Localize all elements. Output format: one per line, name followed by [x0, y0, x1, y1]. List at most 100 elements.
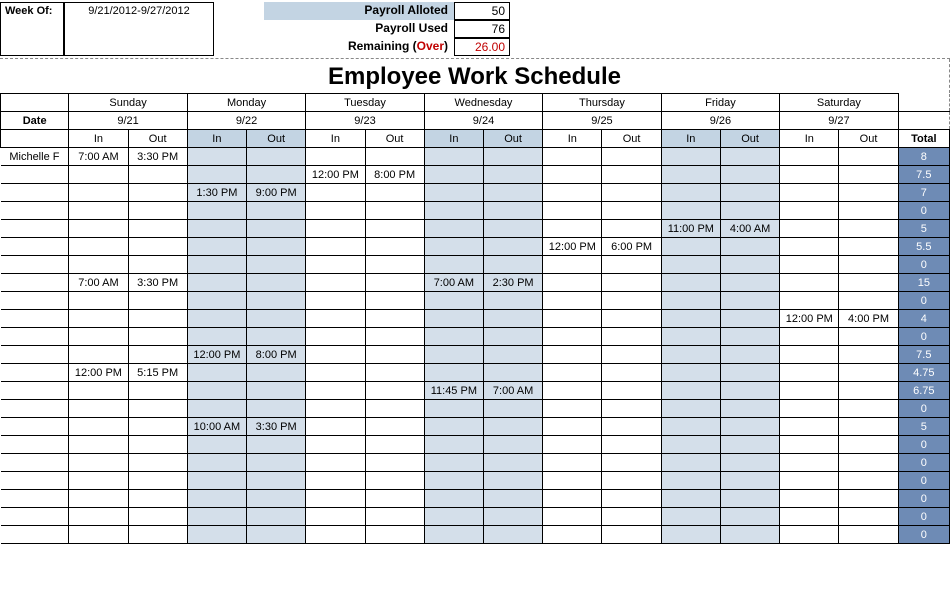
time-cell[interactable]	[306, 418, 365, 436]
time-cell[interactable]	[661, 364, 720, 382]
time-cell[interactable]	[365, 382, 424, 400]
time-cell[interactable]	[602, 310, 661, 328]
time-cell[interactable]	[661, 184, 720, 202]
time-cell[interactable]	[483, 526, 542, 544]
time-cell[interactable]	[424, 202, 483, 220]
time-cell[interactable]	[247, 508, 306, 526]
time-cell[interactable]: 11:00 PM	[661, 220, 720, 238]
time-cell[interactable]	[69, 472, 128, 490]
time-cell[interactable]	[128, 238, 187, 256]
time-cell[interactable]	[720, 166, 779, 184]
time-cell[interactable]	[365, 418, 424, 436]
time-cell[interactable]	[247, 238, 306, 256]
time-cell[interactable]	[661, 148, 720, 166]
time-cell[interactable]	[424, 526, 483, 544]
time-cell[interactable]	[483, 184, 542, 202]
time-cell[interactable]	[543, 382, 602, 400]
time-cell[interactable]	[661, 256, 720, 274]
time-cell[interactable]	[839, 454, 898, 472]
time-cell[interactable]	[483, 346, 542, 364]
time-cell[interactable]	[306, 526, 365, 544]
time-cell[interactable]	[128, 508, 187, 526]
time-cell[interactable]	[780, 148, 839, 166]
time-cell[interactable]	[69, 526, 128, 544]
time-cell[interactable]	[69, 310, 128, 328]
time-cell[interactable]: 2:30 PM	[483, 274, 542, 292]
time-cell[interactable]	[128, 166, 187, 184]
time-cell[interactable]	[128, 382, 187, 400]
time-cell[interactable]	[483, 490, 542, 508]
time-cell[interactable]	[365, 238, 424, 256]
employee-name[interactable]	[1, 436, 69, 454]
time-cell[interactable]	[187, 526, 246, 544]
time-cell[interactable]	[839, 490, 898, 508]
time-cell[interactable]	[187, 148, 246, 166]
time-cell[interactable]	[602, 364, 661, 382]
time-cell[interactable]	[247, 148, 306, 166]
time-cell[interactable]	[839, 418, 898, 436]
time-cell[interactable]	[187, 292, 246, 310]
time-cell[interactable]	[720, 508, 779, 526]
time-cell[interactable]	[720, 292, 779, 310]
time-cell[interactable]	[128, 220, 187, 238]
time-cell[interactable]	[424, 292, 483, 310]
employee-name[interactable]	[1, 418, 69, 436]
time-cell[interactable]: 7:00 AM	[69, 274, 128, 292]
time-cell[interactable]	[187, 382, 246, 400]
time-cell[interactable]	[483, 238, 542, 256]
time-cell[interactable]	[365, 346, 424, 364]
week-of-value[interactable]: 9/21/2012-9/27/2012	[64, 2, 214, 56]
time-cell[interactable]	[720, 454, 779, 472]
time-cell[interactable]	[661, 328, 720, 346]
time-cell[interactable]	[780, 400, 839, 418]
time-cell[interactable]	[780, 436, 839, 454]
time-cell[interactable]	[602, 418, 661, 436]
time-cell[interactable]	[365, 364, 424, 382]
time-cell[interactable]	[69, 292, 128, 310]
time-cell[interactable]	[780, 292, 839, 310]
time-cell[interactable]	[365, 184, 424, 202]
time-cell[interactable]	[602, 400, 661, 418]
employee-name[interactable]	[1, 166, 69, 184]
time-cell[interactable]	[424, 364, 483, 382]
time-cell[interactable]	[780, 472, 839, 490]
time-cell[interactable]	[306, 454, 365, 472]
time-cell[interactable]: 10:00 AM	[187, 418, 246, 436]
time-cell[interactable]	[128, 346, 187, 364]
time-cell[interactable]: 5:15 PM	[128, 364, 187, 382]
time-cell[interactable]	[839, 508, 898, 526]
time-cell[interactable]	[720, 184, 779, 202]
time-cell[interactable]	[483, 166, 542, 184]
time-cell[interactable]	[780, 328, 839, 346]
time-cell[interactable]	[306, 364, 365, 382]
time-cell[interactable]	[306, 148, 365, 166]
time-cell[interactable]	[780, 382, 839, 400]
time-cell[interactable]	[483, 472, 542, 490]
time-cell[interactable]	[780, 202, 839, 220]
time-cell[interactable]	[839, 184, 898, 202]
time-cell[interactable]	[661, 346, 720, 364]
time-cell[interactable]	[839, 472, 898, 490]
time-cell[interactable]	[543, 436, 602, 454]
time-cell[interactable]	[247, 400, 306, 418]
time-cell[interactable]	[128, 256, 187, 274]
time-cell[interactable]	[543, 400, 602, 418]
time-cell[interactable]	[128, 472, 187, 490]
time-cell[interactable]	[543, 256, 602, 274]
time-cell[interactable]	[69, 184, 128, 202]
time-cell[interactable]	[69, 508, 128, 526]
time-cell[interactable]	[780, 346, 839, 364]
time-cell[interactable]	[543, 166, 602, 184]
time-cell[interactable]	[365, 526, 424, 544]
time-cell[interactable]	[365, 400, 424, 418]
time-cell[interactable]	[69, 382, 128, 400]
time-cell[interactable]	[839, 148, 898, 166]
time-cell[interactable]	[602, 166, 661, 184]
time-cell[interactable]	[661, 472, 720, 490]
time-cell[interactable]	[543, 418, 602, 436]
time-cell[interactable]	[69, 328, 128, 346]
time-cell[interactable]	[720, 274, 779, 292]
time-cell[interactable]	[661, 436, 720, 454]
time-cell[interactable]	[424, 400, 483, 418]
time-cell[interactable]	[424, 508, 483, 526]
